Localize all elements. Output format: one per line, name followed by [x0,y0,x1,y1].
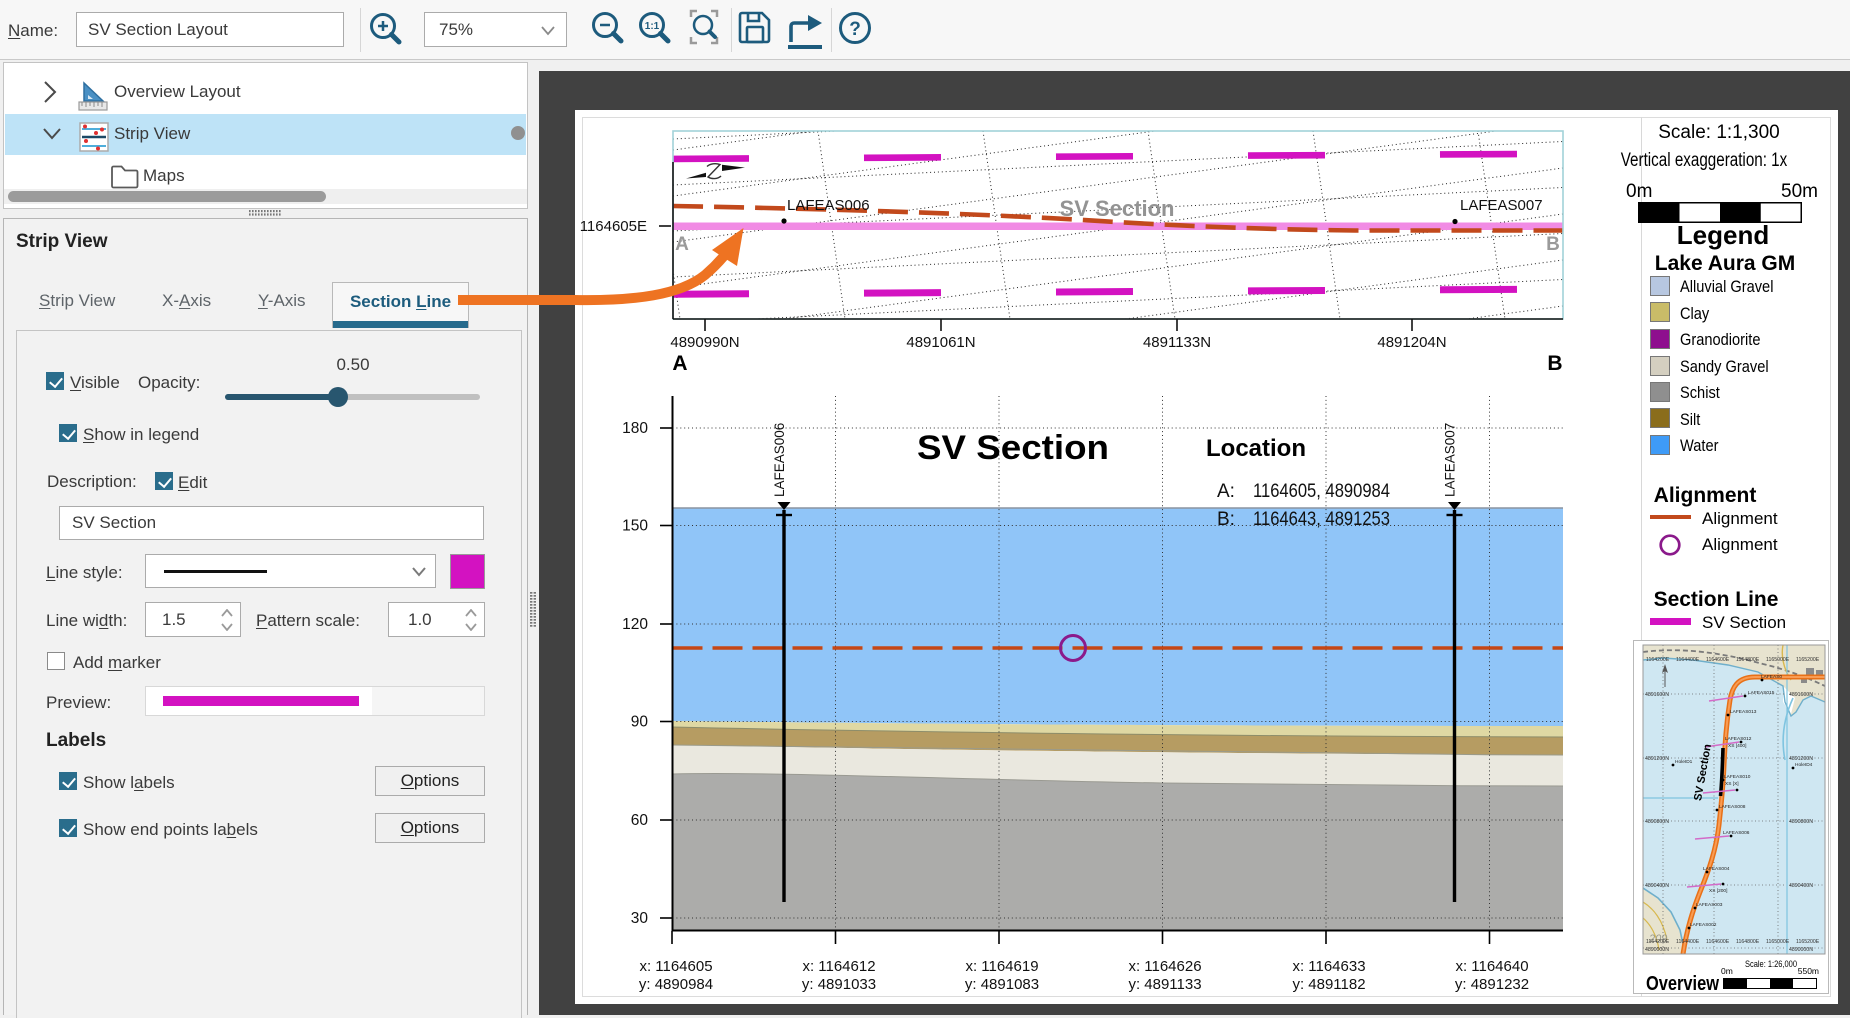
svg-text:x: 1164605: x: 1164605 [639,958,712,975]
svg-text:y: 4891133: y: 4891133 [1128,976,1201,993]
svg-text:y: 4891083: y: 4891083 [965,976,1039,993]
svg-text:A:: A: [1217,481,1235,502]
svg-text:LAFEAS008: LAFEAS008 [1719,804,1746,810]
svg-text:4890800N: 4890800N [1645,819,1669,825]
svg-text:1164400E: 1164400E [1676,939,1700,945]
svg-text:LAFEAS006: LAFEAS006 [772,423,787,497]
svg-text:1165200E: 1165200E [1796,657,1820,663]
svg-text:4891200N: 4891200N [1789,756,1813,762]
svg-text:1165000E: 1165000E [1766,657,1790,663]
svg-text:B: B [1546,234,1560,255]
svg-text:B: B [1547,352,1562,375]
svg-text:A: A [672,352,687,375]
svg-text:4891600N: 4891600N [1789,692,1813,698]
svg-text:150: 150 [622,518,648,535]
svg-text:550m: 550m [1798,966,1819,976]
svg-text:60: 60 [631,812,649,829]
svg-text:0m: 0m [1721,966,1733,976]
svg-text:4891061N: 4891061N [906,334,975,351]
svg-text:4891200N: 4891200N [1645,756,1669,762]
svg-text:4891204N: 4891204N [1377,334,1446,351]
svg-text:1164600E: 1164600E [1706,939,1730,945]
svg-text:1164800E: 1164800E [1736,939,1760,945]
svg-text:x: 1164633: x: 1164633 [1292,958,1365,975]
svg-text:y: 4891182: y: 4891182 [1292,976,1365,993]
svg-text:Location: Location [1206,435,1306,462]
svg-text:LAFEAS015: LAFEAS015 [1748,690,1775,696]
svg-text:4890000N: 4890000N [1789,947,1813,953]
svg-text:SV Section: SV Section [1060,196,1175,221]
svg-text:?: ? [849,19,861,40]
svg-text:LAFEAS006: LAFEAS006 [1723,830,1750,836]
svg-text:30: 30 [631,910,649,927]
svg-text:x: 1164626: x: 1164626 [1128,958,1201,975]
svg-text:4890400N: 4890400N [1789,883,1813,889]
svg-text:4891133N: 4891133N [1143,334,1211,351]
svg-text:1164600E: 1164600E [1706,657,1730,663]
svg-text:1164643, 4891253: 1164643, 4891253 [1253,509,1390,530]
svg-text:x: 1164640: x: 1164640 [1455,958,1528,975]
svg-text:1164200E: 1164200E [1646,939,1670,945]
svg-text:LAFEAS0: LAFEAS0 [1761,674,1782,680]
svg-text:180: 180 [622,420,648,437]
svg-text:LAFEAS010: LAFEAS010 [1724,774,1751,780]
svg-text:120: 120 [622,616,648,633]
svg-text:LAFEAS012: LAFEAS012 [1725,736,1752,742]
svg-text:4890800N: 4890800N [1789,819,1813,825]
svg-text:XS [X]: XS [X] [1725,781,1739,787]
svg-text:y: 4890984: y: 4890984 [639,976,713,993]
svg-text:Scale: 1:26,000: Scale: 1:26,000 [1745,959,1797,970]
svg-text:LAFEAS002: LAFEAS002 [1690,922,1717,928]
svg-text:4890000N: 4890000N [1645,947,1669,953]
svg-text:90: 90 [631,714,649,731]
svg-text:1164400E: 1164400E [1676,657,1700,663]
svg-text:1:1: 1:1 [645,21,660,32]
svg-text:LAFEAS004: LAFEAS004 [1703,866,1730,872]
svg-text:A: A [675,234,689,255]
svg-text:1164200E: 1164200E [1646,657,1670,663]
svg-text:XS [200]: XS [200] [1709,888,1727,894]
svg-text:LAFEAS003: LAFEAS003 [1696,902,1723,908]
svg-text:LAFEAS013: LAFEAS013 [1730,709,1757,715]
svg-text:y: 4891232: y: 4891232 [1455,976,1529,993]
svg-text:4890990N: 4890990N [670,334,739,351]
svg-text:HoleID4: HoleID4 [1795,762,1813,768]
svg-text:4890400N: 4890400N [1645,883,1669,889]
svg-text:x: 1164612: x: 1164612 [802,958,875,975]
svg-text:XS [400]: XS [400] [1728,743,1746,749]
svg-text:HoleID1: HoleID1 [1675,759,1693,765]
svg-text:B:: B: [1217,509,1235,530]
svg-text:Overview: Overview [1646,973,1719,994]
svg-text:1164605E: 1164605E [580,218,647,235]
svg-text:1165000E: 1165000E [1766,939,1790,945]
svg-text:LAFEAS007: LAFEAS007 [1443,423,1458,497]
svg-text:1164800E: 1164800E [1736,657,1760,663]
svg-text:SV Section: SV Section [917,429,1109,467]
svg-text:y: 4891033: y: 4891033 [802,976,876,993]
svg-text:1165200E: 1165200E [1796,939,1820,945]
svg-text:209: 209 [1648,933,1667,945]
svg-text:1164605, 4890984: 1164605, 4890984 [1253,481,1390,502]
svg-text:4891600N: 4891600N [1645,692,1669,698]
svg-text:LAFEAS007: LAFEAS007 [1460,197,1543,214]
svg-text:LAFEAS006: LAFEAS006 [787,197,870,214]
svg-text:x: 1164619: x: 1164619 [965,958,1038,975]
